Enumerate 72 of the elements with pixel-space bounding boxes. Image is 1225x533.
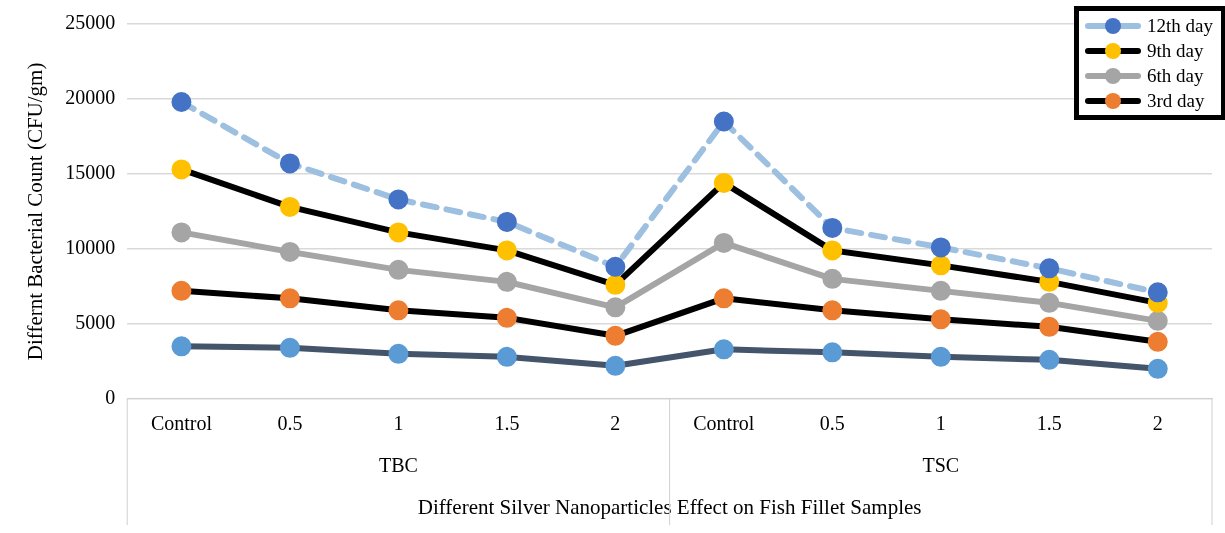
x-tick-label: 1 [935, 412, 946, 435]
text: TBC [378, 454, 418, 477]
y-tick-label: 25000 [65, 11, 116, 34]
point [496, 211, 517, 232]
legend-label: 12th day [1147, 14, 1213, 38]
point [279, 153, 300, 174]
x-tick-label: 1.5 [494, 412, 520, 435]
point [279, 196, 300, 217]
point [605, 274, 626, 295]
point [930, 346, 951, 367]
point [388, 343, 409, 364]
point [930, 237, 951, 258]
x-tick-label: Control [150, 412, 213, 435]
point [496, 307, 517, 328]
point [713, 111, 734, 132]
point [171, 91, 192, 112]
y-tick-label: 15000 [65, 161, 116, 184]
point [1039, 316, 1060, 337]
point [1039, 349, 1060, 370]
point [930, 280, 951, 301]
point [171, 222, 192, 243]
point [279, 288, 300, 309]
x-tick-label: 2 [610, 412, 621, 435]
point [388, 222, 409, 243]
point [822, 268, 843, 289]
point [496, 240, 517, 261]
point [930, 255, 951, 276]
point [279, 241, 300, 262]
x-tick-label: 1.5 [1036, 412, 1062, 435]
point [713, 232, 734, 253]
point [1147, 331, 1168, 352]
point [605, 355, 626, 376]
text: TSC [922, 454, 960, 477]
y-tick-label: 20000 [65, 86, 116, 109]
legend-label: 9th day [1147, 39, 1204, 63]
point [388, 189, 409, 210]
point [605, 325, 626, 346]
point [496, 271, 517, 292]
point [496, 346, 517, 367]
x-tick-label: 1 [393, 412, 404, 435]
y-axis-title: Differnt Bacterial Count (CFU/gm) [23, 62, 48, 361]
x-axis-title: Different Silver Nanoparticles Effect on Fish Fillet Samples [417, 494, 922, 519]
x-tick-label: Control [693, 412, 755, 435]
x-tick-label: 0.5 [819, 412, 845, 435]
point [171, 159, 192, 180]
legend-label: 3rd day [1147, 89, 1205, 113]
point [930, 309, 951, 330]
point [822, 217, 843, 238]
point [822, 300, 843, 321]
legend-label: 6th day [1147, 64, 1204, 88]
point [822, 240, 843, 261]
point [388, 259, 409, 280]
point [605, 256, 626, 277]
point [171, 336, 192, 357]
point [1039, 258, 1060, 279]
point [605, 297, 626, 318]
y-tick-label: 5000 [75, 311, 116, 334]
point [1147, 282, 1168, 303]
point [279, 337, 300, 358]
x-tick-label: 2 [1152, 412, 1163, 435]
y-tick-label: 0 [105, 386, 116, 409]
point [713, 288, 734, 309]
point [713, 339, 734, 360]
point [171, 280, 192, 301]
x-tick-label: 0.5 [277, 412, 303, 435]
point [822, 342, 843, 363]
point [713, 172, 734, 193]
point [388, 300, 409, 321]
y-tick-label: 10000 [65, 236, 116, 259]
point [1039, 292, 1060, 313]
point [1147, 358, 1168, 379]
point [1147, 310, 1168, 331]
